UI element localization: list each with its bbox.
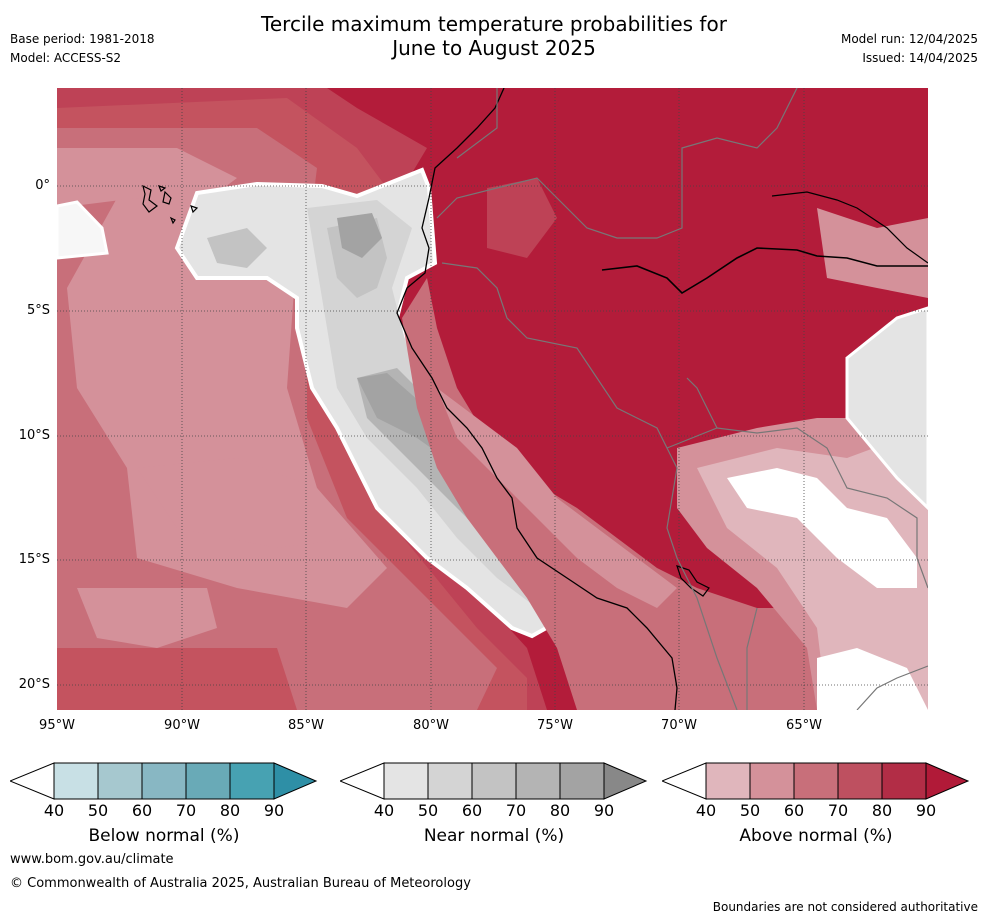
lon-tick-90w: 90°W — [164, 718, 200, 733]
website-link[interactable]: www.bom.gov.au/climate — [10, 852, 174, 867]
lon-tick-70w: 70°W — [661, 718, 697, 733]
near-tick-40: 40 — [373, 801, 395, 820]
lon-tick-95w: 95°W — [39, 718, 75, 733]
region-near-60-west — [207, 228, 267, 268]
near-tick-60: 60 — [461, 801, 483, 820]
model-run: Model run: 12/04/2025 — [840, 32, 978, 46]
lat-tick-5s: 5°S — [26, 303, 50, 318]
below-tick-90: 90 — [263, 801, 285, 820]
lon-tick-80w: 80°W — [413, 718, 449, 733]
region-near-40-west — [57, 200, 109, 260]
meta-left: Base period: 1981-2018 Model: ACCESS-S2 — [10, 30, 155, 68]
meta-right: Model run: 12/04/2025 Issued: 14/04/2025 — [841, 30, 978, 68]
below-normal-label: Below normal (%) — [88, 826, 240, 846]
issued-date: Issued: 14/04/2025 — [862, 51, 978, 65]
region-near-40-east — [845, 306, 928, 511]
colorbar-above — [660, 762, 970, 800]
below-tick-70: 70 — [175, 801, 197, 820]
graticule — [57, 88, 928, 710]
negro-river — [771, 191, 928, 264]
title-line-2: June to August 2025 — [392, 36, 596, 60]
above-tick-40: 40 — [695, 801, 717, 820]
below-tick-40: 40 — [43, 801, 65, 820]
country-borders — [436, 88, 928, 710]
map-canvas — [57, 88, 928, 710]
region-above-50-southwest — [77, 588, 217, 648]
amazon-river — [601, 247, 928, 295]
lat-tick-10s: 10°S — [18, 428, 50, 443]
lon-tick-75w: 75°W — [537, 718, 573, 733]
above-tick-50: 50 — [739, 801, 761, 820]
region-above-60-inland — [402, 278, 837, 710]
below-tick-50: 50 — [87, 801, 109, 820]
near-tick-50: 50 — [417, 801, 439, 820]
lon-tick-65w: 65°W — [786, 718, 822, 733]
lake-titicaca — [676, 565, 710, 597]
near-normal-label: Near normal (%) — [423, 826, 565, 846]
near-tick-90: 90 — [593, 801, 615, 820]
map-title: Tercile maximum temperature probabilitie… — [0, 12, 988, 60]
model-name: Model: ACCESS-S2 — [10, 51, 122, 65]
lat-tick-15s: 15°S — [18, 552, 50, 567]
colorbar-below — [8, 762, 318, 800]
region-near-80-north — [337, 213, 382, 258]
lat-tick-0: 0° — [35, 178, 50, 193]
region-above-80-north-inland — [487, 178, 557, 258]
near-tick-70: 70 — [505, 801, 527, 820]
colorbar-near — [338, 762, 648, 800]
copyright: © Commonwealth of Australia 2025, Austra… — [10, 876, 471, 891]
colorbar-near-graphic — [338, 762, 648, 800]
colorbar-above-graphic — [660, 762, 970, 800]
above-tick-60: 60 — [783, 801, 805, 820]
region-white-east — [727, 468, 917, 588]
colorbar-below-graphic — [8, 762, 318, 800]
region-above-50-south — [137, 458, 357, 548]
region-above-50-inland — [437, 388, 677, 608]
above-tick-80: 80 — [871, 801, 893, 820]
above-tick-90: 90 — [915, 801, 937, 820]
below-tick-60: 60 — [131, 801, 153, 820]
above-normal-label: Above normal (%) — [739, 826, 893, 846]
below-tick-80: 80 — [219, 801, 241, 820]
region-near-50-coast — [307, 200, 577, 608]
galapagos-islands — [142, 184, 199, 225]
lat-tick-20s: 20°S — [18, 677, 50, 692]
base-period: Base period: 1981-2018 — [10, 32, 155, 46]
region-above-50-northeast — [817, 208, 928, 298]
near-tick-80: 80 — [549, 801, 571, 820]
region-above-50-north — [57, 148, 237, 208]
region-white-southeast — [817, 648, 928, 710]
lon-tick-85w: 85°W — [288, 718, 324, 733]
coastline — [396, 88, 678, 710]
probability-map — [57, 88, 928, 710]
disclaimer: Boundaries are not considered authoritat… — [712, 900, 978, 914]
title-line-1: Tercile maximum temperature probabilitie… — [261, 12, 727, 36]
above-tick-70: 70 — [827, 801, 849, 820]
